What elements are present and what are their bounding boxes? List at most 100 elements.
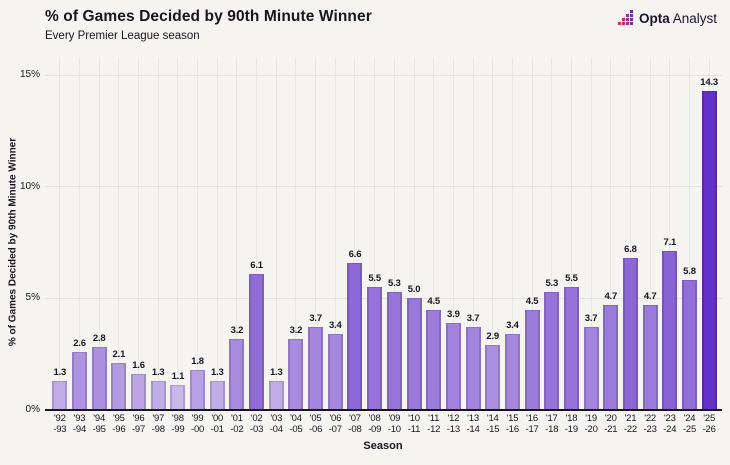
vertical-gridline <box>688 58 690 410</box>
x-tick-label: '93 -94 <box>72 413 87 435</box>
bar <box>249 273 265 410</box>
vertical-gridline <box>138 58 140 410</box>
bar-value-label: 5.5 <box>565 273 578 285</box>
horizontal-gridline <box>45 186 722 188</box>
x-tick-label: '24 -25 <box>682 413 697 435</box>
x-tick-label: '99 -00 <box>190 413 205 435</box>
x-tick-label: '11 -12 <box>427 413 441 435</box>
x-tick-label: '96 -97 <box>131 413 146 435</box>
vertical-gridline <box>216 58 218 410</box>
x-tick-label: '94 -95 <box>92 413 106 435</box>
y-tick-label: 10% <box>19 180 40 192</box>
vertical-gridline <box>531 58 533 410</box>
bar <box>367 287 383 410</box>
logo-pixel <box>625 22 629 25</box>
logo-pixel <box>625 14 629 17</box>
opta-analyst-logo: Opta Analyst <box>617 10 717 26</box>
bar <box>426 309 442 410</box>
bar-value-label: 1.3 <box>269 366 283 378</box>
bar-value-label: 4.5 <box>427 295 440 307</box>
bar <box>583 327 599 410</box>
bar-value-label: 4.7 <box>643 291 657 303</box>
vertical-gridline <box>374 58 376 410</box>
vertical-gridline <box>315 58 317 410</box>
bar <box>288 338 304 410</box>
bar <box>72 351 87 410</box>
vertical-gridline <box>452 58 454 410</box>
bar-value-label: 1.3 <box>151 366 165 378</box>
logo-pixel <box>629 10 633 13</box>
horizontal-gridline <box>45 74 722 76</box>
logo-pixel <box>617 22 621 25</box>
vertical-gridline <box>177 58 179 410</box>
vertical-gridline <box>79 58 80 410</box>
bar-value-label: 5.3 <box>388 277 401 289</box>
bar-value-label: 6.1 <box>250 259 263 271</box>
bar-value-label: 3.9 <box>447 308 460 320</box>
x-tick-label: '00 -01 <box>210 413 224 435</box>
bar-value-label: 7.1 <box>663 237 677 249</box>
bar <box>642 305 658 410</box>
bar <box>485 345 501 410</box>
bar <box>327 334 343 410</box>
logo-pixel <box>629 18 633 21</box>
vertical-gridline <box>511 58 513 410</box>
vertical-gridline <box>393 58 395 410</box>
x-tick-label: '10 -11 <box>407 413 421 435</box>
bar-value-label: 4.5 <box>525 295 539 307</box>
x-axis-title: Season <box>363 440 403 452</box>
bar-value-label: 2.6 <box>73 337 86 349</box>
x-tick-label: '22 -23 <box>643 413 657 435</box>
logo-pixel <box>629 14 633 17</box>
x-tick-label: '13 -14 <box>466 413 480 435</box>
bar <box>170 385 186 410</box>
vertical-gridline <box>590 58 592 410</box>
bar <box>229 338 245 410</box>
bar <box>622 258 638 410</box>
bar <box>268 380 284 410</box>
bar <box>190 369 206 410</box>
x-tick-label: '04 -05 <box>289 413 303 435</box>
horizontal-gridline <box>45 297 722 299</box>
vertical-gridline <box>649 58 651 410</box>
bar-value-label: 3.7 <box>309 313 322 325</box>
opta-pixel-icon <box>617 10 634 26</box>
bar-value-label: 1.3 <box>210 366 224 378</box>
x-tick-label: '01 -02 <box>230 413 244 435</box>
vertical-gridline <box>570 58 572 410</box>
bar <box>308 327 324 410</box>
vertical-gridline <box>629 58 631 410</box>
y-tick-label: 5% <box>25 292 40 304</box>
bar-value-label: 6.6 <box>348 248 362 260</box>
x-tick-label: '02 -03 <box>250 413 264 435</box>
logo-pixel <box>621 22 625 25</box>
bar <box>209 380 225 410</box>
bar <box>386 291 402 410</box>
bar <box>91 347 107 410</box>
bar <box>131 374 147 410</box>
bar-value-label: 5.5 <box>368 273 381 285</box>
x-tick-label: '23 -24 <box>663 413 677 435</box>
bar <box>406 298 422 410</box>
bar <box>150 380 166 410</box>
x-tick-label: '20 -21 <box>604 413 618 435</box>
bar <box>603 305 619 410</box>
x-tick-label: '15 -16 <box>505 413 519 435</box>
bar <box>445 322 461 410</box>
vertical-gridline <box>354 58 356 410</box>
bar <box>111 363 127 410</box>
logo-text: Opta Analyst <box>639 11 717 26</box>
vertical-gridline <box>256 58 258 410</box>
bar <box>662 251 678 410</box>
bar-value-label: 14.3 <box>700 76 718 88</box>
x-tick-label: '19 -20 <box>584 413 598 435</box>
bar-value-label: 4.7 <box>604 291 618 303</box>
y-tick-label: 0% <box>25 404 40 415</box>
x-tick-label: '97 -98 <box>151 413 165 435</box>
x-tick-label: '08 -09 <box>368 413 382 435</box>
x-axis-line <box>45 409 722 411</box>
chart-title: % of Games Decided by 90th Minute Winner <box>45 8 372 25</box>
bar-value-label: 3.2 <box>230 324 244 336</box>
bar-value-label: 3.2 <box>289 324 303 336</box>
